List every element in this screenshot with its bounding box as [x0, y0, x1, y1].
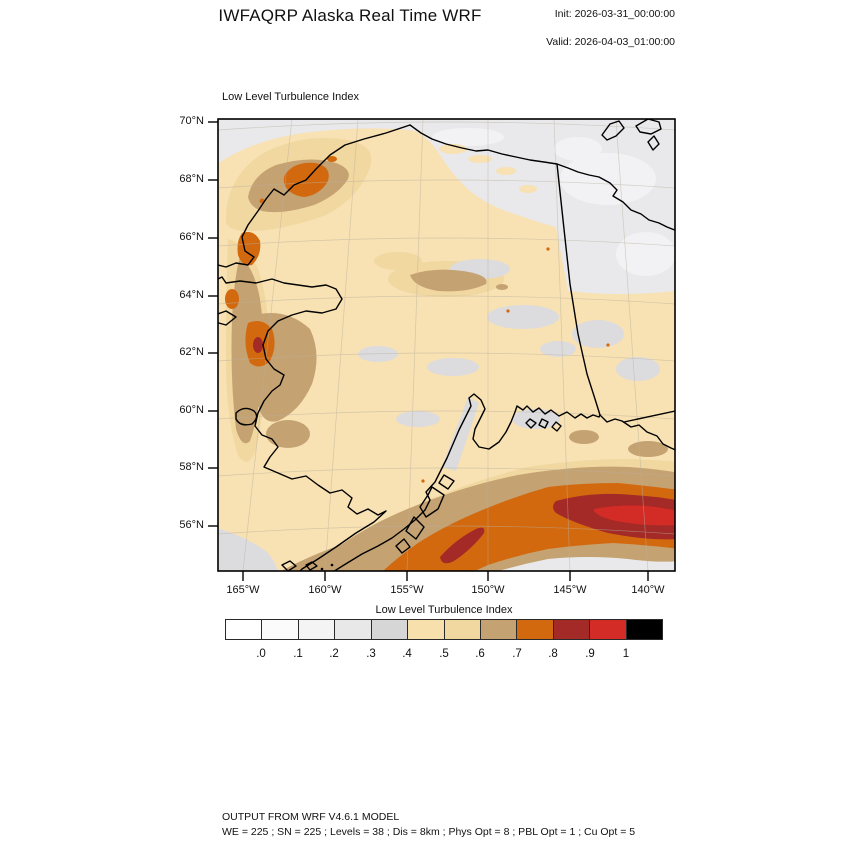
lat-tick-label: 68°N: [179, 173, 204, 185]
lon-tick-label: 150°W: [471, 584, 505, 596]
colorbar-tick-label: .0: [256, 648, 266, 660]
colorbar-cell: [334, 619, 372, 640]
colorbar-cell: [479, 619, 518, 640]
map-frame: [217, 118, 676, 572]
model-info-line1: OUTPUT FROM WRF V4.6.1 MODEL: [222, 811, 400, 823]
page-title: IWFAQRP Alaska Real Time WRF: [218, 6, 482, 25]
colorbar-cell: [407, 619, 445, 640]
lon-tick-label: 145°W: [553, 584, 587, 596]
turbulence-map: [208, 118, 676, 581]
colorbar-tick-label: 1: [622, 648, 630, 660]
lon-tick-label: 155°W: [390, 584, 424, 596]
lat-tick-label: 70°N: [179, 115, 204, 127]
colorbar-title: Low Level Turbulence Index: [375, 604, 513, 616]
model-info-line2: WE = 225 ; SN = 225 ; Levels = 38 ; Dis …: [222, 825, 636, 838]
colorbar-cell: [516, 619, 554, 640]
lon-tick-label: 165°W: [226, 584, 260, 596]
lat-tick-label: 62°N: [179, 346, 204, 358]
lat-tick-label: 56°N: [179, 519, 204, 531]
lon-tick-label: 140°W: [631, 584, 665, 596]
colorbar-tick-label: .7: [512, 648, 522, 660]
colorbar-cell: [625, 619, 664, 640]
valid-time: Valid: 2026-04-03_01:00:00: [546, 36, 675, 48]
colorbar-cell: [297, 619, 336, 640]
colorbar-tick-label: .8: [548, 648, 558, 660]
map-subtitle: Low Level Turbulence Index: [222, 91, 359, 103]
colorbar-cell: [370, 619, 409, 640]
colorbar-tick-label: .4: [402, 648, 412, 660]
lat-tick-label: 60°N: [179, 404, 204, 416]
colorbar-tick-label: .5: [439, 648, 449, 660]
lat-tick-label: 64°N: [179, 289, 204, 301]
colorbar-cell: [443, 619, 481, 640]
run-times: Init: 2026-03-31_00:00:00 Valid: 2026-04…: [540, 7, 675, 49]
colorbar-tick-label: .2: [329, 648, 339, 660]
colorbar-cell: [225, 619, 263, 640]
colorbar: [225, 619, 664, 640]
colorbar-tick-label: .6: [475, 648, 485, 660]
colorbar-tick-label: .3: [366, 648, 376, 660]
colorbar-cell: [589, 619, 627, 640]
colorbar-cell: [261, 619, 299, 640]
init-time: Init: 2026-03-31_00:00:00: [554, 8, 675, 20]
colorbar-cell: [552, 619, 591, 640]
lat-tick-label: 58°N: [179, 461, 204, 473]
colorbar-tick-label: .1: [293, 648, 303, 660]
colorbar-tick-label: .9: [585, 648, 595, 660]
lat-tick-label: 66°N: [179, 231, 204, 243]
model-info: OUTPUT FROM WRF V4.6.1 MODEL WE = 225 ; …: [222, 810, 635, 839]
lon-tick-label: 160°W: [308, 584, 342, 596]
axis-ticks: [208, 121, 649, 581]
